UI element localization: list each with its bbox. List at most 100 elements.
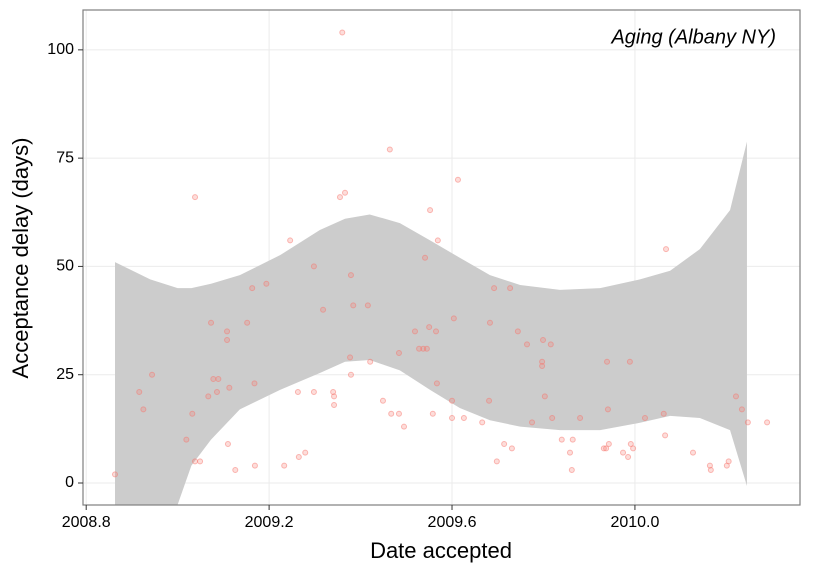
data-point <box>568 467 575 474</box>
data-point <box>427 207 434 214</box>
data-point <box>454 176 461 183</box>
data-point <box>630 445 637 452</box>
data-point <box>434 237 441 244</box>
data-point <box>331 393 338 400</box>
data-point <box>529 419 536 426</box>
data-point <box>603 445 610 452</box>
data-point <box>112 471 119 478</box>
data-point <box>449 415 456 422</box>
data-point <box>224 441 231 448</box>
data-point <box>310 263 317 270</box>
data-point <box>514 328 521 335</box>
data-point <box>663 246 670 253</box>
data-point <box>549 415 556 422</box>
data-point <box>310 389 317 396</box>
data-point <box>605 441 612 448</box>
data-point <box>395 410 402 417</box>
data-point <box>342 189 349 196</box>
data-point <box>347 371 354 378</box>
data-point <box>486 319 493 326</box>
data-point <box>401 423 408 430</box>
data-point <box>744 419 751 426</box>
data-point <box>732 393 739 400</box>
data-point <box>566 449 573 456</box>
data-point <box>433 380 440 387</box>
y-tick-label: 0 <box>65 474 74 491</box>
data-point <box>411 328 418 335</box>
data-point <box>569 436 576 443</box>
data-point <box>725 458 732 465</box>
data-point <box>336 194 343 201</box>
x-tick-label: 2009.2 <box>245 514 294 531</box>
data-point <box>294 389 301 396</box>
data-point <box>689 449 696 456</box>
data-point <box>493 458 500 465</box>
data-point <box>215 376 222 383</box>
data-point <box>423 345 430 352</box>
data-point <box>507 285 514 292</box>
data-point <box>501 441 508 448</box>
data-point <box>660 410 667 417</box>
data-point <box>662 432 669 439</box>
data-point <box>416 345 423 352</box>
data-point <box>386 146 393 153</box>
data-point <box>302 449 309 456</box>
data-point <box>547 341 554 348</box>
data-point <box>295 454 302 461</box>
data-point <box>764 419 771 426</box>
data-point <box>249 285 256 292</box>
data-point <box>388 410 395 417</box>
data-point <box>604 358 611 365</box>
x-tick-label: 2009.6 <box>428 514 477 531</box>
data-point <box>263 280 270 287</box>
data-point <box>449 397 456 404</box>
data-point <box>460 415 467 422</box>
data-point <box>364 302 371 309</box>
data-point <box>508 445 515 452</box>
y-tick-label: 75 <box>56 149 74 166</box>
y-tick-label: 100 <box>47 41 74 58</box>
data-point <box>197 458 204 465</box>
data-point <box>429 410 436 417</box>
data-point <box>706 462 713 469</box>
data-point <box>232 467 239 474</box>
data-point <box>226 384 233 391</box>
confidence-band <box>115 141 747 505</box>
data-point <box>707 467 714 474</box>
data-point <box>541 393 548 400</box>
data-point <box>577 415 584 422</box>
x-axis-title: Date accepted <box>370 538 512 563</box>
data-point <box>540 337 547 344</box>
data-point <box>395 350 402 357</box>
panel-border <box>82 9 801 506</box>
data-point <box>281 462 288 469</box>
data-point <box>625 454 632 461</box>
data-point <box>422 254 429 261</box>
data-point <box>339 29 346 36</box>
data-point <box>367 358 374 365</box>
data-point <box>149 371 156 378</box>
data-point <box>287 237 294 244</box>
x-tick-label: 2010.0 <box>610 514 659 531</box>
data-point <box>210 376 217 383</box>
data-point <box>558 436 565 443</box>
data-point <box>620 449 627 456</box>
data-point <box>426 324 433 331</box>
annotation: Aging (Albany NY) <box>610 26 776 48</box>
data-point <box>524 341 531 348</box>
data-point <box>641 415 648 422</box>
data-point <box>626 358 633 365</box>
data-point <box>183 436 190 443</box>
data-point <box>189 410 196 417</box>
data-point <box>205 393 212 400</box>
data-point <box>224 337 231 344</box>
y-axis-title: Acceptance delay (days) <box>8 138 33 379</box>
data-point <box>486 397 493 404</box>
data-point <box>604 406 611 413</box>
data-point <box>192 458 199 465</box>
data-point <box>251 380 258 387</box>
x-tick-label: 2008.8 <box>62 514 111 531</box>
data-point <box>224 328 231 335</box>
data-point <box>433 328 440 335</box>
